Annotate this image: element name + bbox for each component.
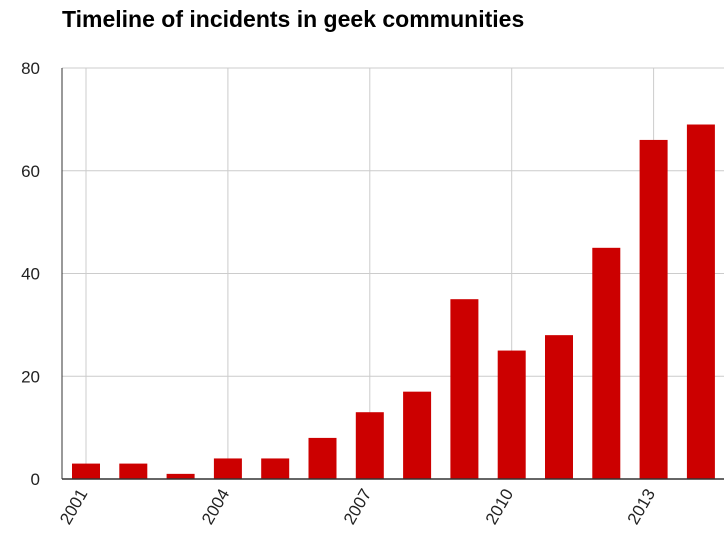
x-tick-labels: 2001 2004 2007 2010 2013	[56, 486, 659, 528]
bar-2011	[545, 335, 573, 479]
bar-2012	[592, 247, 621, 479]
bar-2010	[497, 350, 526, 479]
bar-2003	[166, 473, 195, 479]
y-tick-label: 40	[21, 265, 40, 284]
x-tick-label: 2007	[340, 486, 375, 528]
bar-2001	[72, 463, 100, 479]
axes	[61, 68, 724, 480]
chart-title: Timeline of incidents in geek communitie…	[62, 6, 525, 32]
bar-2008	[403, 391, 432, 479]
bar-2004	[213, 458, 242, 479]
bar-2006	[308, 437, 337, 479]
bar-2002	[119, 463, 148, 479]
bar-2014	[686, 124, 715, 479]
y-tick-label: 20	[21, 367, 40, 386]
bar-2009	[450, 299, 479, 479]
x-tick-label: 2001	[56, 486, 91, 528]
bar-2005	[261, 458, 290, 479]
bar-2013	[639, 139, 668, 480]
y-tick-labels: 0 20 40 60 80	[21, 59, 40, 489]
y-tick-label: 80	[21, 59, 40, 78]
x-tick-label: 2013	[624, 486, 659, 528]
y-tick-label: 0	[31, 470, 40, 489]
x-tick-label: 2010	[482, 486, 517, 528]
grid-lines	[62, 67, 724, 479]
y-tick-label: 60	[21, 162, 40, 181]
bar-2007	[355, 412, 384, 479]
bars	[72, 124, 715, 480]
x-tick-label: 2004	[198, 486, 233, 528]
